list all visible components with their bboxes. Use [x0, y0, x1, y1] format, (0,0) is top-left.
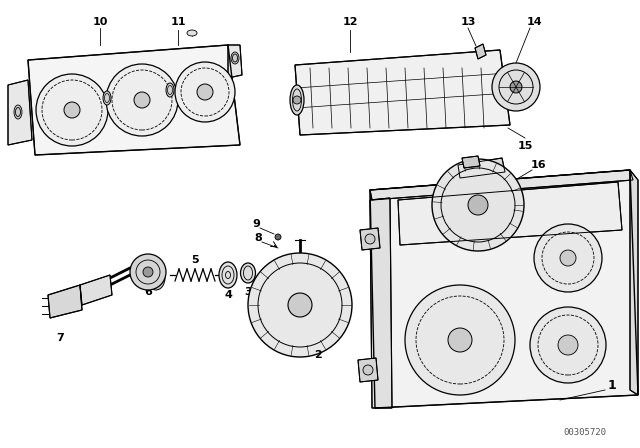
- Ellipse shape: [166, 83, 174, 97]
- Circle shape: [530, 307, 606, 383]
- Circle shape: [275, 234, 281, 240]
- Circle shape: [468, 195, 488, 215]
- Polygon shape: [228, 45, 242, 78]
- Text: 6: 6: [144, 287, 152, 297]
- Circle shape: [288, 293, 312, 317]
- Text: 2: 2: [314, 350, 322, 360]
- Ellipse shape: [241, 263, 255, 283]
- Polygon shape: [28, 45, 240, 155]
- Ellipse shape: [290, 85, 304, 115]
- Polygon shape: [48, 285, 82, 318]
- Circle shape: [560, 250, 576, 266]
- Circle shape: [64, 102, 80, 118]
- Text: 10: 10: [92, 17, 108, 27]
- Circle shape: [248, 253, 352, 357]
- Ellipse shape: [219, 262, 237, 288]
- Polygon shape: [295, 50, 510, 135]
- Circle shape: [510, 81, 522, 93]
- Circle shape: [432, 159, 524, 251]
- Text: 4: 4: [224, 290, 232, 300]
- Ellipse shape: [14, 105, 22, 119]
- Polygon shape: [80, 275, 112, 305]
- Text: 13: 13: [460, 17, 476, 27]
- Ellipse shape: [231, 52, 239, 64]
- Text: 14: 14: [527, 17, 543, 27]
- Circle shape: [106, 64, 178, 136]
- Circle shape: [534, 224, 602, 292]
- Polygon shape: [358, 358, 378, 382]
- Ellipse shape: [103, 91, 111, 105]
- Text: 8: 8: [254, 233, 262, 243]
- Polygon shape: [360, 228, 380, 250]
- Text: 16: 16: [530, 160, 546, 170]
- Text: 3: 3: [244, 287, 252, 297]
- Ellipse shape: [187, 30, 197, 36]
- Polygon shape: [398, 182, 622, 245]
- Circle shape: [365, 234, 375, 244]
- Polygon shape: [458, 158, 505, 178]
- Text: 1: 1: [607, 379, 616, 392]
- Polygon shape: [475, 44, 486, 59]
- Circle shape: [492, 63, 540, 111]
- Circle shape: [558, 335, 578, 355]
- Circle shape: [197, 84, 213, 100]
- Ellipse shape: [147, 266, 165, 290]
- Polygon shape: [370, 198, 392, 408]
- Polygon shape: [370, 170, 633, 200]
- Circle shape: [175, 62, 235, 122]
- Text: 12: 12: [342, 17, 358, 27]
- Circle shape: [405, 285, 515, 395]
- Circle shape: [363, 365, 373, 375]
- Circle shape: [293, 96, 301, 104]
- Polygon shape: [370, 170, 638, 408]
- Circle shape: [130, 254, 166, 290]
- Text: 5: 5: [191, 255, 199, 265]
- Circle shape: [448, 328, 472, 352]
- Text: 11: 11: [170, 17, 186, 27]
- Polygon shape: [8, 80, 32, 145]
- Polygon shape: [630, 170, 638, 395]
- Circle shape: [134, 92, 150, 108]
- Polygon shape: [462, 156, 480, 168]
- Text: 9: 9: [252, 219, 260, 229]
- Text: 7: 7: [56, 333, 64, 343]
- Circle shape: [36, 74, 108, 146]
- Circle shape: [143, 267, 153, 277]
- Text: 00305720: 00305720: [563, 427, 607, 436]
- Text: 15: 15: [517, 141, 532, 151]
